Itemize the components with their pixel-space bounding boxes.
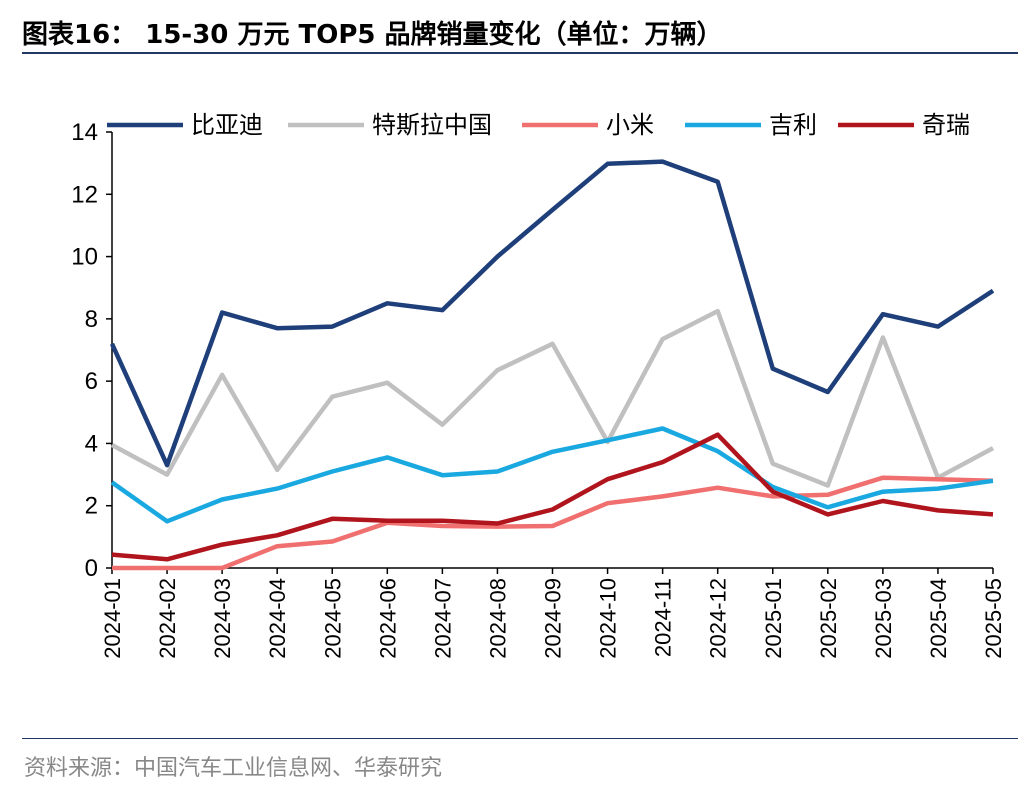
chart-axes — [111, 132, 993, 569]
legend-label: 小米 — [606, 111, 654, 139]
x-tick-label: 2024-07 — [430, 578, 455, 659]
y-tick-label: 12 — [71, 181, 98, 208]
series-line — [111, 432, 994, 562]
legend: 比亚迪 特斯拉中国 小米 吉利 奇瑞 — [107, 111, 970, 139]
series-lines — [109, 159, 995, 571]
series-line — [110, 426, 994, 524]
legend-label: 吉利 — [769, 111, 817, 139]
x-tick-label: 2024-08 — [485, 578, 510, 659]
y-tick-label: 2 — [85, 493, 98, 520]
y-tick-label: 0 — [85, 555, 98, 582]
line-chart: 0 2 4 6 8 10 12 14 2024-01 2024-02 2024-03 2024-04… — [71, 111, 1006, 659]
x-tick-label: 2024-04 — [265, 578, 290, 659]
x-tick-label: 2024-03 — [210, 578, 235, 659]
legend-label: 比亚迪 — [191, 111, 263, 139]
source-divider — [22, 738, 1018, 739]
x-tick-label: 2024-12 — [706, 578, 731, 659]
x-tick-label: 2024-11 — [651, 578, 676, 657]
y-tick-label: 4 — [85, 430, 98, 457]
series-line — [112, 475, 994, 571]
x-tick-label: 2024-09 — [541, 578, 566, 659]
chart-title: 图表16： 15-30 万元 TOP5 品牌销量变化（单位：万辆） — [22, 20, 723, 50]
x-tick-label: 2024-01 — [100, 578, 125, 659]
x-tick-label: 2025-04 — [926, 578, 951, 659]
legend-label: 奇瑞 — [922, 111, 970, 139]
x-axis-ticks: 2024-01 2024-02 2024-03 2024-04 2024-05 2024-… — [100, 568, 1006, 659]
x-tick-label: 2024-05 — [320, 578, 345, 659]
x-tick-label: 2025-03 — [871, 578, 896, 659]
y-tick-label: 8 — [85, 306, 98, 333]
legend-label: 特斯拉中国 — [372, 111, 492, 139]
series-line — [109, 159, 995, 468]
series-line — [110, 308, 995, 488]
y-tick-label: 14 — [71, 119, 98, 146]
y-tick-label: 6 — [85, 368, 98, 395]
y-axis-ticks: 0 2 4 6 8 10 12 14 — [71, 119, 112, 582]
x-tick-label: 2024-10 — [596, 578, 621, 659]
x-tick-label: 2024-06 — [375, 578, 400, 659]
title-divider — [22, 52, 1018, 54]
x-tick-label: 2025-02 — [816, 578, 841, 659]
source-note: 资料来源：中国汽车工业信息网、华泰研究 — [24, 756, 443, 781]
y-tick-label: 10 — [71, 244, 98, 271]
x-tick-label: 2025-05 — [981, 578, 1006, 659]
x-tick-label: 2025-01 — [761, 578, 786, 659]
x-tick-label: 2024-02 — [155, 578, 180, 659]
